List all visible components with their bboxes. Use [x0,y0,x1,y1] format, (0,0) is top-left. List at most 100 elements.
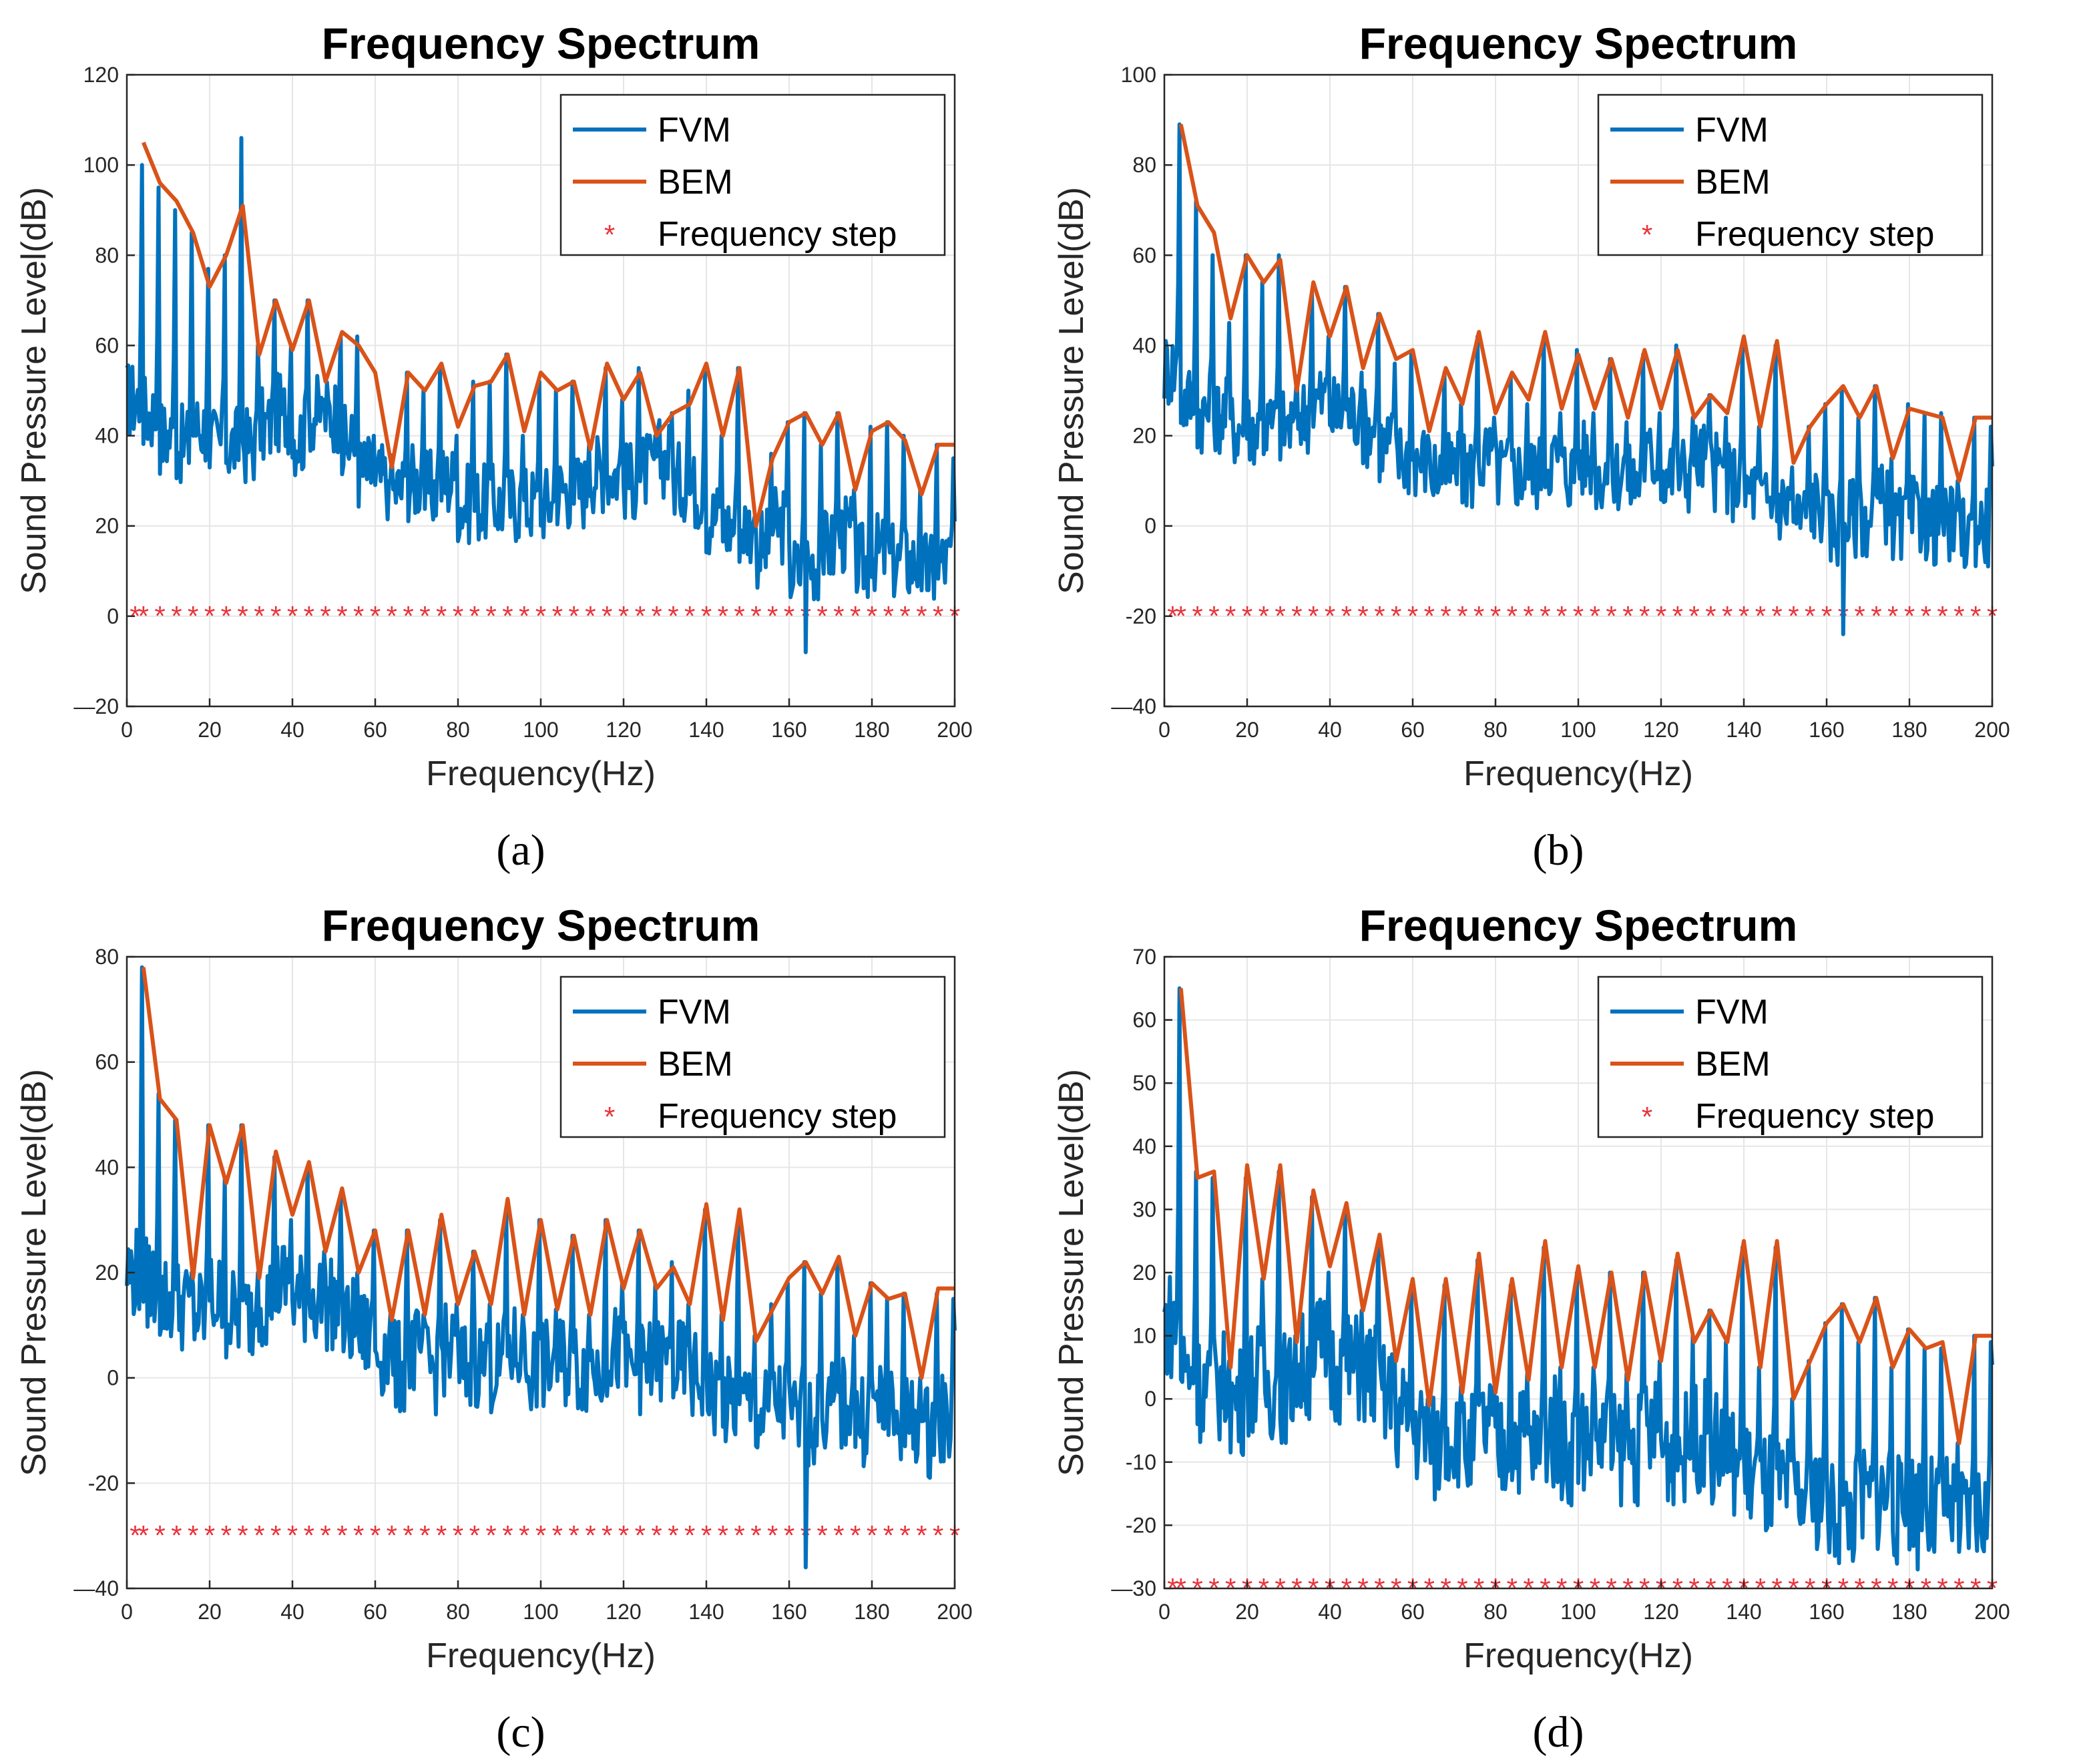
x-axis-label: Frequency(Hz) [1463,754,1693,793]
frequency-step-marker: * [453,600,463,632]
legend-box [1597,93,1984,256]
chart-panel-a: ** * * * * * * * * * * * * * * * * * * * * * * * * * * * * * * * * * * * * * *… [15,19,973,875]
frequency-step-marker: * [403,1520,413,1551]
fvm-series-line [125,136,957,654]
legend-entry-label: BEM [1695,1045,1771,1084]
panel-caption: (b) [1533,826,1584,875]
x-tick-label: 0 [121,718,133,742]
frequency-step-marker: * [130,600,140,632]
frequency-step-marker: * [817,1520,827,1551]
frequency-step-marker: * [1258,600,1269,632]
x-tick-label: 60 [363,1600,387,1624]
y-tick-label: 20 [1132,424,1156,448]
x-tick-label: 160 [1809,1600,1844,1624]
frequency-step-marker: * [750,1520,761,1551]
y-tick-label: 20 [1132,1261,1156,1285]
legend-entry-label: FVM [658,993,731,1032]
frequency-step-marker: * [602,600,612,632]
x-tick-label: 200 [937,1600,972,1624]
x-tick-label: 120 [1643,718,1678,742]
frequency-step-marker: * [651,1520,662,1551]
legend-entry-label: FVM [658,111,731,150]
y-tick-label: —40 [73,1576,119,1600]
x-tick-label: 140 [688,1600,724,1624]
frequency-step-marker: * [916,600,927,632]
y-tick-label: 100 [83,153,119,177]
x-tick-label: 120 [1643,1600,1678,1624]
frequency-step-marker: * [684,600,695,632]
panel-caption: (d) [1533,1708,1584,1757]
frequency-step-marker: * [1540,600,1550,632]
frequency-step-marker: * [320,1520,330,1551]
frequency-step-marker: * [485,1520,496,1551]
frequency-step-marker: * [784,1520,794,1551]
frequency-step-marker: * [1523,600,1534,632]
frequency-step-marker: * [1805,600,1815,632]
x-tick-label: 180 [854,1600,889,1624]
x-tick-label: 100 [523,718,558,742]
frequency-step-marker: * [850,600,861,632]
y-tick-label: 80 [95,243,119,267]
y-tick-label: 120 [83,63,119,87]
frequency-step-marker: * [1457,600,1467,632]
frequency-step-marker: * [270,600,281,632]
x-tick-label: 140 [688,718,724,742]
frequency-step-marker: * [336,600,347,632]
frequency-step-marker: * [387,600,397,632]
legend-entry-label: Frequency step [1695,215,1934,254]
frequency-step-marker: * [419,600,430,632]
y-tick-label: -10 [1126,1450,1156,1474]
chart-title: Frequency Spectrum [1359,19,1798,68]
frequency-step-marker: * [1854,600,1865,632]
y-tick-label: 20 [95,1261,119,1285]
x-tick-label: 180 [854,718,889,742]
frequency-step-marker: * [1357,600,1368,632]
frequency-step-marker: * [403,600,413,632]
frequency-step-marker: * [668,600,678,632]
y-tick-label: 60 [95,1050,119,1074]
bem-series-line [1178,988,1992,1446]
frequency-step-marker: * [1225,600,1236,632]
y-tick-label: 70 [1132,945,1156,969]
legend-entry-label: BEM [658,1045,733,1084]
frequency-step-marker: * [867,1520,877,1551]
frequency-step-marker: * [1275,600,1285,632]
frequency-step-marker: * [1208,600,1219,632]
frequency-step-marker: * [1622,600,1633,632]
y-tick-label: 60 [1132,1008,1156,1032]
frequency-step-marker: * [304,600,314,632]
frequency-step-marker: * [1176,600,1186,632]
frequency-step-marker: * [635,1520,646,1551]
frequency-step-marker: * [1871,600,1881,632]
y-tick-label: 80 [95,945,119,969]
x-tick-label: 40 [1318,1600,1342,1624]
x-tick-label: 180 [1891,1600,1927,1624]
frequency-step-marker: * [602,1520,612,1551]
legend-swatch-frequency-step: * [1642,1101,1652,1132]
frequency-step-marker: * [204,600,215,632]
x-tick-label: 100 [1560,1600,1596,1624]
x-tick-label: 20 [198,1600,222,1624]
frequency-step-marker: * [767,600,778,632]
y-tick-label: 10 [1132,1324,1156,1348]
frequency-step-marker: * [568,1520,579,1551]
y-tick-label: 40 [1132,1134,1156,1158]
x-tick-label: 20 [1235,718,1259,742]
frequency-step-marker: * [1755,600,1766,632]
frequency-step-marker: * [188,600,198,632]
bem-series-line [141,967,955,1380]
frequency-step-marker: * [130,1520,140,1551]
frequency-step-marker: * [1192,600,1202,632]
legend-swatch-frequency-step: * [604,1101,615,1132]
frequency-step-marker: * [1473,600,1484,632]
frequency-step-marker: * [833,1520,844,1551]
frequency-step-marker: * [436,1520,447,1551]
frequency-step-marker: * [171,600,182,632]
chart-panel-d: ** * * * * * * * * * * * * * * * * * * * * * * * * * * * * * * * * * * * * * *… [1052,901,2010,1757]
frequency-step-marker: * [1771,600,1782,632]
frequency-step-marker: * [933,600,943,632]
legend-entry-label: FVM [1695,993,1769,1032]
frequency-step-marker: * [1887,600,1898,632]
y-tick-label: 100 [1121,63,1156,87]
